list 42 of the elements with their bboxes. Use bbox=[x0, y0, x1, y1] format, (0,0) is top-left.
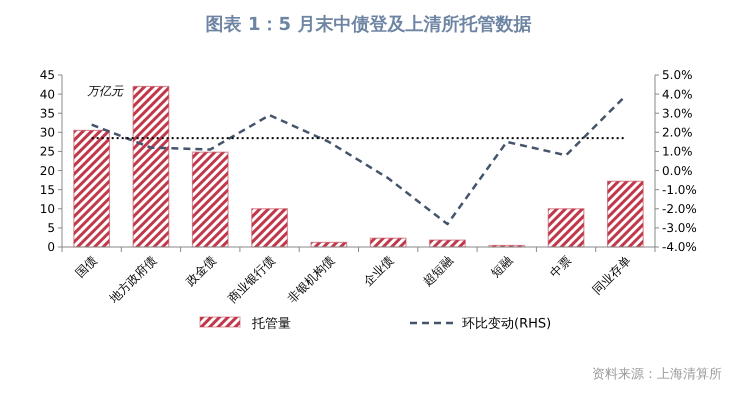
bar bbox=[606, 180, 644, 248]
legend-label: 托管量 bbox=[251, 316, 291, 332]
y2-tick-label: 4.0% bbox=[662, 87, 692, 102]
x-tick-label: 同业存单 bbox=[590, 253, 634, 298]
x-tick-label: 政金债 bbox=[183, 253, 218, 289]
x-tick-label: 非银机构债 bbox=[284, 253, 337, 306]
x-tick-label: 地方政府债 bbox=[106, 253, 160, 306]
y2-tick-label: 5.0% bbox=[662, 68, 692, 82]
y2-tick-label: 1.0% bbox=[662, 144, 692, 159]
y-tick-label: 15 bbox=[40, 182, 55, 197]
y-tick-label: 0 bbox=[47, 240, 55, 254]
y2-tick-label: -3.0% bbox=[662, 221, 697, 236]
text: 资料来源：上海清算所 bbox=[592, 367, 722, 382]
x-tick-label: 国债 bbox=[72, 253, 100, 280]
y-axis-title: 万亿元 bbox=[87, 84, 124, 98]
y2-tick-label: 0.0% bbox=[662, 164, 692, 178]
y-tick-label: 30 bbox=[40, 126, 55, 140]
bar bbox=[132, 86, 170, 248]
y2-tick-label: -1.0% bbox=[662, 182, 697, 197]
y-tick-label: 40 bbox=[40, 87, 55, 102]
x-tick-label: 超短融 bbox=[420, 253, 456, 289]
y-tick-label: 20 bbox=[40, 164, 55, 178]
bar bbox=[548, 208, 584, 248]
x-tick-label: 企业债 bbox=[360, 253, 396, 289]
y-tick-label: 35 bbox=[40, 106, 55, 120]
legend-label: 环比变动(RHS) bbox=[462, 316, 552, 332]
y2-tick-label: 2.0% bbox=[662, 126, 692, 140]
y2-tick-label: -2.0% bbox=[662, 202, 697, 216]
x-tick-label: 中票 bbox=[547, 253, 574, 280]
bar bbox=[251, 208, 288, 248]
bar bbox=[370, 238, 407, 248]
chart-title: 图表 1：5 月末中债登及上清所托管数据 bbox=[206, 14, 532, 35]
x-tick-label: 商业银行债 bbox=[225, 253, 278, 306]
y-tick-label: 25 bbox=[40, 144, 55, 159]
y2-tick-label: 3.0% bbox=[662, 106, 692, 120]
y2-tick-label: -4.0% bbox=[662, 240, 697, 254]
x-tick-label: 短融 bbox=[488, 253, 515, 280]
bar bbox=[192, 152, 229, 248]
y-tick-label: 45 bbox=[40, 68, 55, 82]
bar bbox=[73, 130, 110, 248]
y-tick-label: 10 bbox=[40, 202, 55, 216]
y-tick-label: 5 bbox=[47, 221, 55, 236]
